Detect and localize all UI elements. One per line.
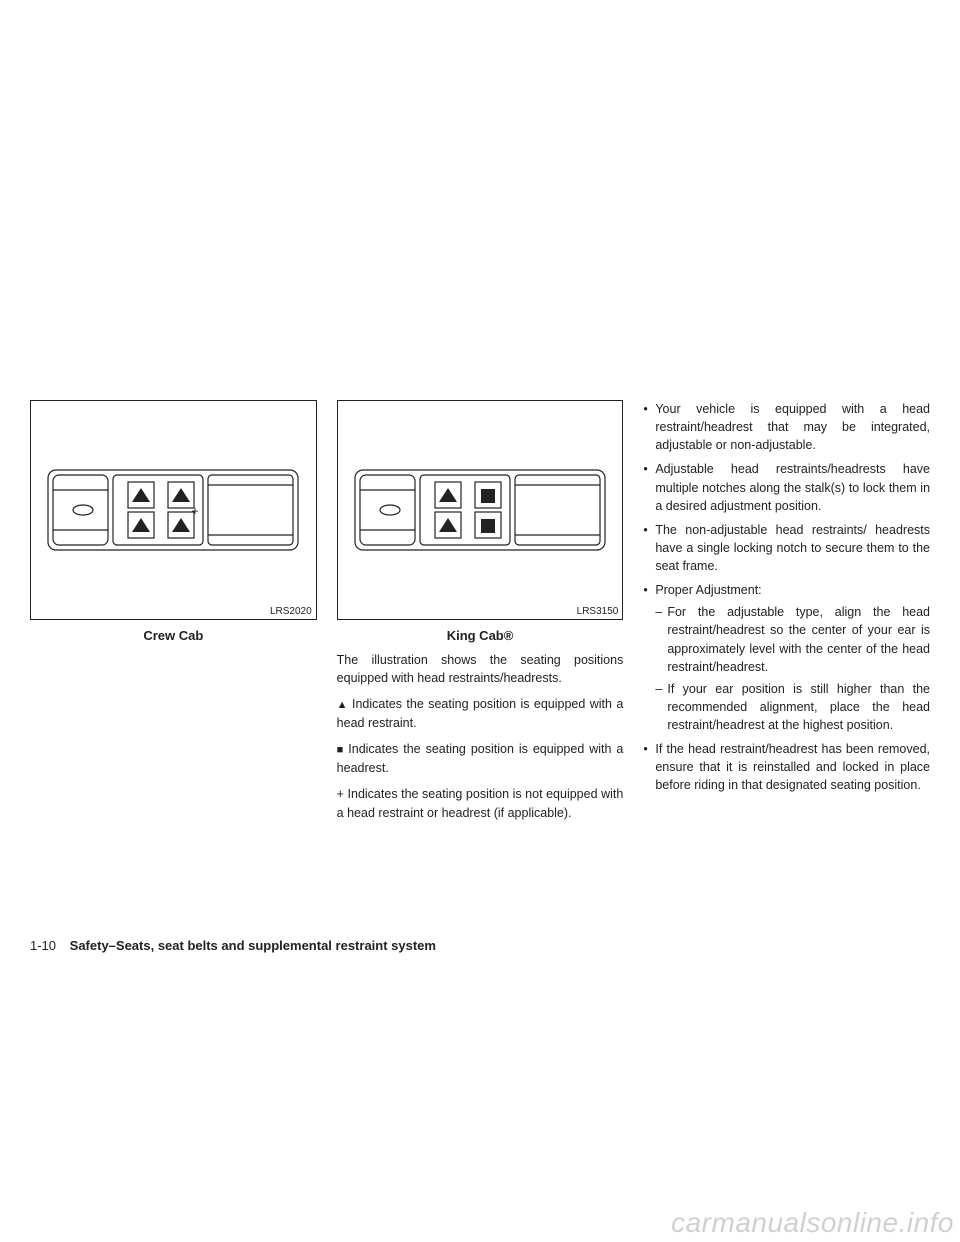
list-item: The non-adjustable head restraints/ head… — [643, 521, 930, 575]
column-1: + LRS2020 Crew Cab — [30, 400, 317, 822]
section-title: Safety–Seats, seat belts and supplementa… — [70, 938, 436, 953]
list-item: If the head restraint/headrest has been … — [643, 740, 930, 794]
sub-list-item: For the adjustable type, align the head … — [655, 603, 930, 676]
diagram-code-1: LRS2020 — [270, 606, 312, 617]
page-number: 1-10 — [30, 938, 56, 953]
legend-square: ■ Indicates the seating position is equi… — [337, 740, 624, 777]
truck-outline-crew: + — [43, 450, 303, 570]
page-content: + LRS2020 Crew Cab — [0, 0, 960, 822]
list-item: Adjustable head restraints/headrests hav… — [643, 460, 930, 514]
caption-king-cab: King Cab® — [337, 628, 624, 643]
diagram-king-cab: LRS3150 — [337, 400, 624, 620]
legend-triangle: ▲ Indicates the seating position is equi… — [337, 695, 624, 732]
svg-text:+: + — [192, 504, 199, 518]
sub-list: For the adjustable type, align the head … — [655, 603, 930, 734]
list-item: Proper Adjustment:For the adjustable typ… — [643, 581, 930, 734]
page-footer: 1-10 Safety–Seats, seat belts and supple… — [30, 938, 436, 953]
diagram-code-2: LRS3150 — [577, 606, 619, 617]
list-item: Your vehicle is equipped with a head res… — [643, 400, 930, 454]
legend-plus: + Indicates the seating position is not … — [337, 785, 624, 821]
column-2: LRS3150 King Cab® The illustration shows… — [337, 400, 624, 822]
sub-list-item: If your ear position is still higher tha… — [655, 680, 930, 734]
caption-crew-cab: Crew Cab — [30, 628, 317, 643]
bullet-list: Your vehicle is equipped with a head res… — [643, 400, 930, 795]
watermark: carmanualsonline.info — [671, 1207, 954, 1239]
diagram-crew-cab: + LRS2020 — [30, 400, 317, 620]
triangle-icon: ▲ — [337, 698, 348, 714]
truck-outline-king — [350, 450, 610, 570]
intro-text: The illustration shows the seating posit… — [337, 651, 624, 687]
column-3: Your vehicle is equipped with a head res… — [643, 400, 930, 822]
